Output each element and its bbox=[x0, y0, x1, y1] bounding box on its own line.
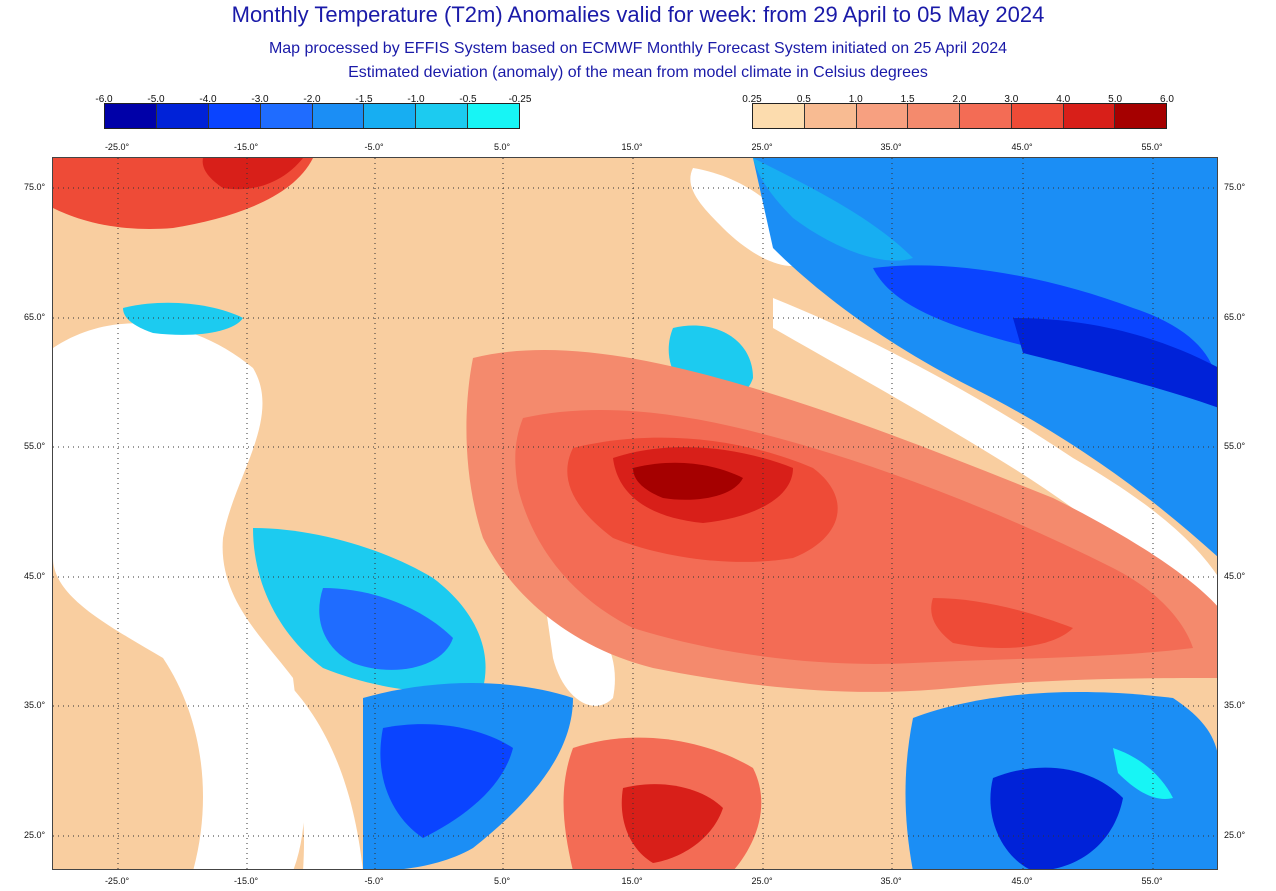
legend-swatch-cold-1 bbox=[156, 104, 209, 128]
longitude-label-top: -15.0° bbox=[233, 142, 259, 152]
cold-zone-gulf bbox=[1113, 748, 1173, 799]
longitude-label-top: 55.0° bbox=[1141, 142, 1163, 152]
legend-label: 1.0 bbox=[848, 94, 863, 105]
warm-zone-sahara-core bbox=[621, 784, 723, 863]
cold-zone-russia-deep bbox=[1013, 318, 1217, 408]
latitude-label-right: 55.0° bbox=[1224, 441, 1246, 451]
legend-swatch-cold-4 bbox=[312, 104, 365, 128]
legend-swatch-cold-0 bbox=[105, 104, 157, 128]
legend-label: -0.5 bbox=[459, 94, 477, 105]
latitude-label-right: 25.0° bbox=[1224, 830, 1246, 840]
legend-swatch-cold-2 bbox=[208, 104, 261, 128]
legend-swatch-warm-5 bbox=[1011, 104, 1064, 128]
legend-label: -1.5 bbox=[355, 94, 373, 105]
legend-swatch-cold-3 bbox=[260, 104, 313, 128]
longitude-label-bottom: 15.0° bbox=[621, 876, 643, 886]
map-subtitle-processing: Map processed by EFFIS System based on E… bbox=[268, 40, 1008, 57]
legend-label: 3.0 bbox=[1004, 94, 1019, 105]
legend-label: 6.0 bbox=[1160, 94, 1174, 105]
legend-label: -6.0 bbox=[95, 94, 113, 105]
legend-label: -0.25 bbox=[508, 94, 532, 105]
cold-zone-north-africa-core bbox=[380, 724, 513, 838]
legend-swatch-warm-1 bbox=[804, 104, 857, 128]
latitude-label-right: 45.0° bbox=[1224, 571, 1246, 581]
legend-swatch-warm-0 bbox=[753, 104, 805, 128]
longitude-label-top: 45.0° bbox=[1011, 142, 1033, 152]
legend-swatch-warm-6 bbox=[1063, 104, 1116, 128]
longitude-label-bottom: -25.0° bbox=[104, 876, 130, 886]
legend-swatch-warm-4 bbox=[960, 104, 1012, 128]
longitude-label-bottom: -5.0° bbox=[364, 876, 384, 886]
anomaly-map-svg bbox=[53, 158, 1217, 869]
legend-label: 2.0 bbox=[952, 94, 967, 105]
neutral-zone-atlantic bbox=[53, 323, 305, 869]
longitude-label-top: 15.0° bbox=[621, 142, 643, 152]
longitude-label-top: 25.0° bbox=[751, 142, 773, 152]
longitude-label-top: 5.0° bbox=[493, 142, 511, 152]
latitude-label-left: 35.0° bbox=[24, 700, 46, 710]
legend-label: 0.5 bbox=[796, 94, 811, 105]
longitude-label-top: 35.0° bbox=[880, 142, 902, 152]
legend-label: 1.5 bbox=[900, 94, 915, 105]
latitude-label-left: 25.0° bbox=[24, 830, 46, 840]
cold-zone-barents bbox=[753, 158, 913, 261]
legend-label: -4.0 bbox=[199, 94, 217, 105]
latitude-label-left: 65.0° bbox=[24, 312, 46, 322]
cold-zone-arabia-core bbox=[990, 767, 1123, 869]
neutral-zone-sahara-west bbox=[283, 678, 363, 869]
legend-label: 4.0 bbox=[1056, 94, 1071, 105]
longitude-label-bottom: -15.0° bbox=[233, 876, 259, 886]
legend-label: 0.25 bbox=[742, 94, 762, 105]
longitude-label-bottom: 45.0° bbox=[1011, 876, 1033, 886]
map-subtitle-units: Estimated deviation (anomaly) of the mea… bbox=[348, 64, 928, 81]
warm-zone-caucasus bbox=[931, 598, 1073, 648]
legend-warm-colorbar bbox=[752, 103, 1167, 129]
neutral-zone-russia-band bbox=[773, 298, 1217, 617]
longitude-label-bottom: 25.0° bbox=[751, 876, 773, 886]
longitude-label-bottom: 35.0° bbox=[880, 876, 902, 886]
legend-swatch-cold-6 bbox=[416, 104, 469, 128]
legend-swatch-warm-7 bbox=[1115, 104, 1166, 128]
longitude-label-bottom: 5.0° bbox=[493, 876, 511, 886]
latitude-label-left: 75.0° bbox=[24, 182, 46, 192]
longitude-label-top: -5.0° bbox=[364, 142, 384, 152]
map-title: Monthly Temperature (T2m) Anomalies vali… bbox=[231, 2, 1045, 27]
latitude-label-right: 75.0° bbox=[1224, 182, 1246, 192]
legend-label: -5.0 bbox=[147, 94, 165, 105]
legend-label: -1.0 bbox=[407, 94, 425, 105]
legend-label: 5.0 bbox=[1108, 94, 1123, 105]
latitude-label-left: 45.0° bbox=[24, 571, 46, 581]
legend-swatch-warm-2 bbox=[856, 104, 909, 128]
cold-zone-iceland bbox=[123, 302, 243, 335]
legend-swatch-cold-5 bbox=[364, 104, 417, 128]
cold-zone-iberia-core bbox=[319, 588, 453, 670]
warm-zone-peak-max bbox=[633, 462, 743, 500]
legend-swatch-cold-7 bbox=[468, 104, 519, 128]
legend-label: -2.0 bbox=[303, 94, 321, 105]
latitude-label-right: 35.0° bbox=[1224, 700, 1246, 710]
cold-zone-russia bbox=[753, 158, 1217, 557]
legend-swatch-warm-3 bbox=[908, 104, 960, 128]
anomaly-fields bbox=[53, 158, 1217, 869]
latitude-label-right: 65.0° bbox=[1224, 312, 1246, 322]
legend-label: -3.0 bbox=[251, 94, 269, 105]
longitude-label-top: -25.0° bbox=[104, 142, 130, 152]
anomaly-map bbox=[52, 157, 1218, 870]
legend-cold-colorbar bbox=[104, 103, 520, 129]
latitude-label-left: 55.0° bbox=[24, 441, 46, 451]
longitude-label-bottom: 55.0° bbox=[1141, 876, 1163, 886]
warm-zone-greenland-core bbox=[202, 158, 303, 190]
